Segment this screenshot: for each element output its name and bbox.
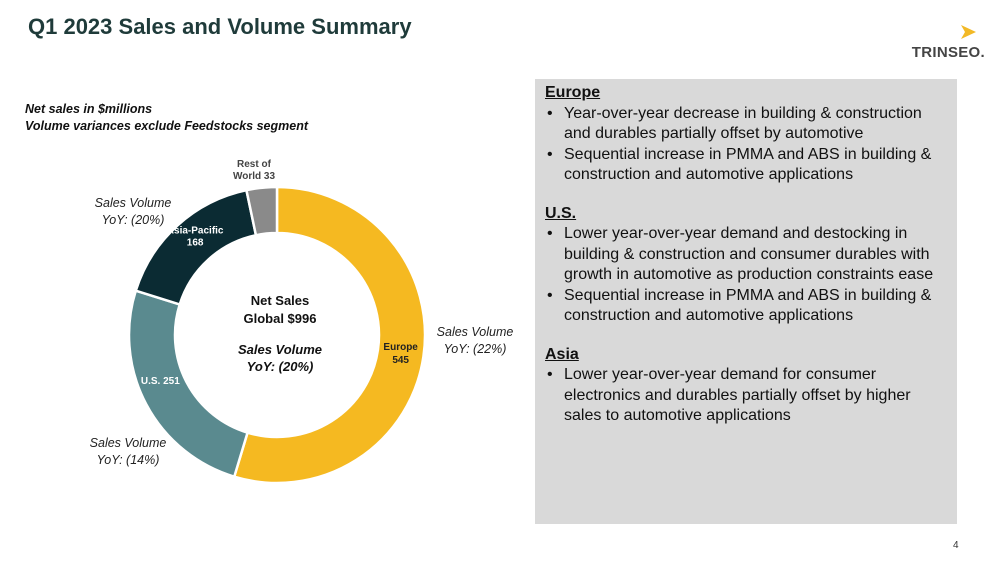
center-total: Global $996: [244, 311, 317, 326]
bullet-item: Lower year-over-year demand for consumer…: [545, 365, 947, 427]
net-sales-donut-chart: Europe 545 U.S. 251 Asia-Pacific 168 Rest of W…: [0, 140, 530, 540]
region-heading: U.S.: [545, 204, 577, 222]
slice-label: Rest of: [237, 159, 272, 170]
region-heading: Europe: [545, 84, 601, 101]
bullet-item: Year-over-year decrease in building & co…: [545, 104, 947, 145]
bullet-item: Sequential increase in PMMA and ABS in b…: [545, 145, 947, 186]
slice-value-label: World 33: [233, 171, 275, 182]
region-europe: Europe Year-over-year decrease in buildi…: [545, 83, 947, 186]
volume-annotation: Sales Volume: [95, 196, 172, 210]
volume-annotation: YoY: (20%): [102, 213, 165, 227]
note-line: Volume variances exclude Feedstocks segm…: [25, 119, 308, 133]
donut-slice-europe: [232, 185, 427, 485]
chart-notes: Net sales in $millions Volume variances …: [25, 101, 308, 135]
page-number: 4: [953, 540, 959, 551]
chevron-arrow-icon: [961, 25, 976, 39]
slice-value-label: 168: [187, 237, 204, 248]
bullet-item: Lower year-over-year demand and destocki…: [545, 224, 947, 286]
volume-annotation: Sales Volume: [437, 325, 514, 339]
center-title: Net Sales: [251, 293, 310, 308]
bullet-item: Sequential increase in PMMA and ABS in b…: [545, 286, 947, 327]
volume-annotation: Sales Volume: [90, 436, 167, 450]
donut-slice-rest-of-world: [244, 185, 279, 237]
volume-annotation: YoY: (22%): [444, 342, 507, 356]
regional-commentary-panel: Europe Year-over-year decrease in buildi…: [535, 79, 957, 524]
center-volume-value: YoY: (20%): [247, 359, 314, 374]
logo-text: TRINSEO.: [911, 44, 985, 61]
volume-annotation: YoY: (14%): [97, 453, 160, 467]
page-title: Q1 2023 Sales and Volume Summary: [28, 14, 412, 39]
slice-label: Europe: [383, 342, 418, 353]
bullet-list: Lower year-over-year demand and destocki…: [545, 224, 947, 327]
region-asia: Asia Lower year-over-year demand for con…: [545, 345, 947, 427]
center-volume-label: Sales Volume: [238, 342, 322, 357]
region-us: U.S. Lower year-over-year demand and des…: [545, 204, 947, 327]
bullet-list: Lower year-over-year demand for consumer…: [545, 365, 947, 427]
trinseo-logo: TRINSEO.: [905, 24, 985, 64]
bullet-list: Year-over-year decrease in building & co…: [545, 104, 947, 186]
slice-label: Asia-Pacific: [167, 225, 224, 236]
slice-label: U.S. 251: [141, 376, 180, 387]
slice-value-label: 545: [392, 355, 409, 366]
note-line: Net sales in $millions: [25, 102, 153, 116]
region-heading: Asia: [545, 345, 579, 363]
